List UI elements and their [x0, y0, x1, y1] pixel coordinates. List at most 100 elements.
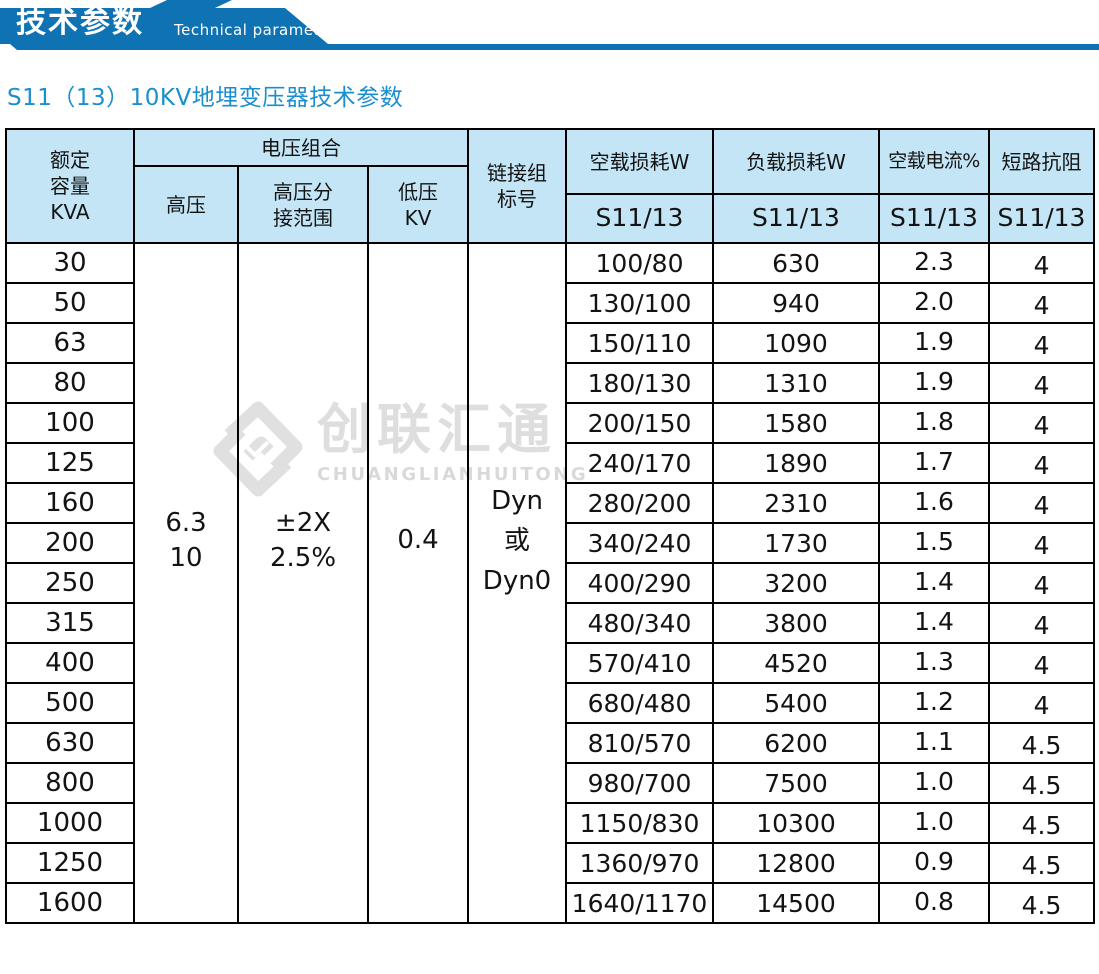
cell-capacity: 400 [5, 642, 135, 684]
header-tap-range: 高压分 接范围 [237, 165, 369, 244]
cell-no-load-current: 1.0 [878, 802, 991, 844]
cell-impedance: 4 [988, 482, 1096, 524]
cell-capacity: 250 [5, 562, 135, 604]
cell-load-loss: 2310 [712, 482, 881, 524]
cell-impedance: 4 [988, 322, 1096, 364]
cell-no-load-loss: 130/100 [565, 282, 715, 324]
cell-load-loss: 630 [712, 242, 881, 284]
cell-no-load-loss: 1360/970 [565, 842, 715, 884]
cell-no-load-current: 2.0 [878, 282, 991, 324]
cell-capacity: 630 [5, 722, 135, 764]
header-lv: 低压 KV [366, 165, 470, 244]
cell-load-loss: 3800 [712, 602, 881, 644]
cell-no-load-current: 1.4 [878, 602, 991, 644]
cell-load-loss: 940 [712, 282, 881, 324]
cell-load-loss: 5400 [712, 682, 881, 724]
header-impedance: 短路抗阻 [988, 128, 1096, 195]
table-row: 80 180/130 1310 1.9 4 [5, 362, 1096, 404]
table-row: 315 480/340 3800 1.4 4 [5, 602, 1096, 644]
table-row: 800 980/700 7500 1.0 4.5 [5, 762, 1096, 804]
table-row: 500 680/480 5400 1.2 4 [5, 682, 1096, 724]
header-series-load-loss: S11/13 [712, 193, 881, 244]
cell-impedance: 4 [988, 642, 1096, 684]
cell-tap-merged: ±2X 2.5% [237, 242, 369, 924]
table-row: 1250 1360/970 12800 0.9 4.5 [5, 842, 1096, 884]
cell-impedance: 4.5 [988, 802, 1096, 844]
cell-impedance: 4 [988, 362, 1096, 404]
cell-load-loss: 10300 [712, 802, 881, 844]
cell-no-load-current: 1.2 [878, 682, 991, 724]
cell-no-load-loss: 240/170 [565, 442, 715, 484]
table-row: 100 200/150 1580 1.8 4 [5, 402, 1096, 444]
cell-impedance: 4 [988, 402, 1096, 444]
table-header: 额定 容量 KVA 电压组合 链接组 标号 空载损耗W 负载损耗W 空载电流% … [5, 128, 1096, 244]
cell-load-loss: 1310 [712, 362, 881, 404]
cell-capacity: 1600 [5, 882, 135, 924]
cell-capacity: 160 [5, 482, 135, 524]
cell-no-load-current: 0.9 [878, 842, 991, 884]
cell-capacity: 30 [5, 242, 135, 284]
header-series-impedance: S11/13 [988, 193, 1096, 244]
cell-no-load-loss: 180/130 [565, 362, 715, 404]
cell-no-load-loss: 570/410 [565, 642, 715, 684]
header-no-load-current: 空载电流% [878, 128, 991, 195]
table-row: 1000 1150/830 10300 1.0 4.5 [5, 802, 1096, 844]
cell-load-loss: 6200 [712, 722, 881, 764]
table-row: 30 6.3 10 ±2X 2.5% 0.4 Dyn 或 Dyn0 100/80 630 2.… [5, 242, 1096, 924]
cell-load-loss: 1730 [712, 522, 881, 564]
cell-no-load-current: 1.9 [878, 322, 991, 364]
cell-load-loss: 12800 [712, 842, 881, 884]
cell-capacity: 315 [5, 602, 135, 644]
cell-no-load-current: 1.1 [878, 722, 991, 764]
spec-table: 额定 容量 KVA 电压组合 链接组 标号 空载损耗W 负载损耗W 空载电流% … [5, 128, 1096, 924]
cell-capacity: 200 [5, 522, 135, 564]
header-rated-capacity: 额定 容量 KVA [5, 128, 135, 244]
banner-ribbon-shape [0, 0, 1099, 50]
cell-load-loss: 7500 [712, 762, 881, 804]
table-row: 63 150/110 1090 1.9 4 [5, 322, 1096, 364]
header-voltage-group: 电压组合 [132, 128, 470, 167]
cell-capacity: 500 [5, 682, 135, 724]
table-row: 630 810/570 6200 1.1 4.5 [5, 722, 1096, 764]
cell-no-load-loss: 400/290 [565, 562, 715, 604]
cell-no-load-current: 1.6 [878, 482, 991, 524]
cell-no-load-current: 1.8 [878, 402, 991, 444]
cell-no-load-loss: 680/480 [565, 682, 715, 724]
table-row: 50 130/100 940 2.0 4 [5, 282, 1096, 324]
cell-no-load-current: 1.4 [878, 562, 991, 604]
cell-no-load-current: 0.8 [878, 882, 991, 924]
cell-no-load-loss: 280/200 [565, 482, 715, 524]
header-no-load-loss: 空载损耗W [565, 128, 715, 195]
cell-impedance: 4.5 [988, 882, 1096, 924]
cell-no-load-loss: 150/110 [565, 322, 715, 364]
cell-load-loss: 3200 [712, 562, 881, 604]
header-vector-group: 链接组 标号 [467, 128, 568, 244]
cell-impedance: 4.5 [988, 842, 1096, 884]
cell-capacity: 80 [5, 362, 135, 404]
header-load-loss: 负载损耗W [712, 128, 881, 195]
table-row: 1600 1640/1170 14500 0.8 4.5 [5, 882, 1096, 924]
cell-impedance: 4 [988, 242, 1096, 284]
cell-lv-merged: 0.4 [366, 242, 470, 924]
cell-impedance: 4 [988, 442, 1096, 484]
cell-no-load-loss: 810/570 [565, 722, 715, 764]
cell-no-load-loss: 340/240 [565, 522, 715, 564]
page-title: S11（13）10KV地埋变压器技术参数 [7, 85, 404, 111]
cell-load-loss: 1580 [712, 402, 881, 444]
cell-impedance: 4.5 [988, 762, 1096, 804]
cell-hv-merged: 6.3 10 [133, 242, 239, 924]
cell-impedance: 4 [988, 602, 1096, 644]
header-series-no-load-loss: S11/13 [565, 193, 715, 244]
cell-impedance: 4 [988, 282, 1096, 324]
table-row: 400 570/410 4520 1.3 4 [5, 642, 1096, 684]
cell-impedance: 4 [988, 682, 1096, 724]
cell-load-loss: 1890 [712, 442, 881, 484]
cell-load-loss: 4520 [712, 642, 881, 684]
cell-no-load-loss: 100/80 [565, 242, 715, 284]
header-hv: 高压 [133, 165, 239, 244]
section-banner: 技术参数 Technical parameter [0, 0, 1099, 56]
banner-title: 技术参数 [16, 5, 144, 40]
cell-capacity: 50 [5, 282, 135, 324]
cell-impedance: 4 [988, 522, 1096, 564]
cell-no-load-loss: 1150/830 [565, 802, 715, 844]
